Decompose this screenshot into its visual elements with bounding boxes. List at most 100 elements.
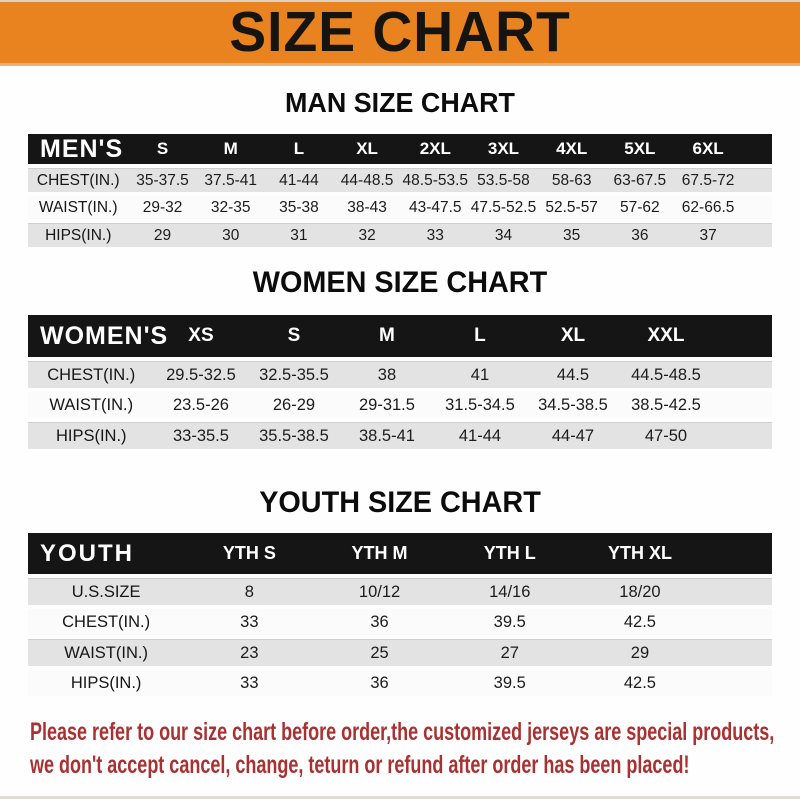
table-row: HIPS(IN.) 33-35.5 35.5-38.5 38.5-41 41-44 44-… (28, 422, 772, 449)
page-title: SIZE CHART (229, 0, 571, 64)
row-label: WAIST(IN.) (28, 196, 129, 219)
table-header-label: YOUTH (28, 533, 185, 574)
size-table: WOMEN'S XS S M L XL XXL CHEST(IN.) 29.5-32.5 32.5… (28, 311, 772, 453)
row-spacer-cell (705, 639, 772, 666)
size-value-cell: 35-38 (264, 196, 333, 219)
row-label: CHEST(IN.) (28, 361, 155, 388)
table-head: WOMEN'S XS S M L XL XXL (28, 315, 772, 357)
size-value-cell: 35-37.5 (128, 168, 197, 192)
table-header-row: YOUTH YTH S YTH M YTH L YTH XL (28, 533, 772, 574)
size-value-cell: 34 (469, 223, 538, 247)
table-row: WAIST(IN.) 29-32 32-35 35-38 38-43 43-47.5 47.… (28, 196, 772, 219)
header-spacer-cell (742, 134, 772, 164)
row-spacer-cell (742, 223, 772, 247)
disclaimer-line-2: we don't accept cancel, change, teturn o… (30, 751, 690, 779)
size-value-cell: 42.5 (574, 609, 706, 635)
table-row: U.S.SIZE 8 10/12 14/16 18/20 (28, 578, 772, 605)
size-value-cell: 37 (673, 223, 743, 247)
size-value-cell: 43-47.5 (401, 196, 470, 219)
size-column-header: 4XL (537, 134, 606, 164)
size-value-cell: 38.5-42.5 (619, 392, 713, 418)
size-value-cell: 33-35.5 (154, 422, 248, 449)
table-header-label: MEN'S (28, 134, 129, 164)
section-youth: YOUTH SIZE CHART YOUTH YTH S YTH M YTH L YTH … (0, 487, 800, 700)
size-column-header: L (433, 315, 527, 357)
row-spacer-cell (712, 392, 772, 418)
size-value-cell: 37.5-41 (196, 168, 265, 192)
row-label: WAIST(IN.) (28, 639, 185, 666)
row-spacer-cell (712, 361, 772, 388)
table-row: CHEST(IN.) 35-37.5 37.5-41 41-44 44-48.5 48.5… (28, 168, 772, 192)
size-value-cell: 36 (314, 609, 445, 635)
size-column-header: XS (154, 315, 248, 357)
row-spacer-cell (742, 168, 772, 192)
header-spacer-cell (712, 315, 772, 357)
size-value-cell: 47-50 (619, 422, 713, 449)
size-value-cell: 14/16 (444, 578, 575, 605)
size-value-cell: 10/12 (314, 578, 445, 605)
size-value-cell: 36 (605, 223, 674, 247)
table-header-row: MEN'S S M L XL 2XL 3XL 4XL 5XL 6XL (28, 134, 772, 164)
table-body: CHEST(IN.) 29.5-32.5 32.5-35.5 38 41 44.5 44.5… (28, 361, 772, 449)
size-value-cell: 29 (128, 223, 197, 247)
size-value-cell: 33 (184, 670, 315, 696)
row-label: U.S.SIZE (28, 578, 185, 605)
size-value-cell: 44.5 (526, 361, 620, 388)
size-value-cell: 23.5-26 (154, 392, 248, 418)
table-row: WAIST(IN.) 23 25 27 29 (28, 639, 772, 666)
size-value-cell: 35.5-38.5 (247, 422, 341, 449)
size-value-cell: 41 (433, 361, 527, 388)
size-value-cell: 38 (340, 361, 434, 388)
size-column-header: M (340, 315, 434, 357)
size-value-cell: 39.5 (444, 670, 575, 696)
table-row: WAIST(IN.) 23.5-26 26-29 29-31.5 31.5-34.5 34… (28, 392, 772, 418)
size-value-cell: 27 (444, 639, 575, 666)
size-column-header: YTH M (314, 533, 445, 574)
size-column-header: YTH L (444, 533, 575, 574)
size-value-cell: 35 (537, 223, 606, 247)
table-row: HIPS(IN.) 33 36 39.5 42.5 (28, 670, 772, 696)
row-label: HIPS(IN.) (28, 670, 185, 696)
disclaimer-line-1: Please refer to our size chart before or… (30, 718, 775, 746)
row-label: CHEST(IN.) (28, 609, 185, 635)
section-heading: WOMEN SIZE CHART (252, 266, 548, 299)
row-label: WAIST(IN.) (28, 392, 155, 418)
size-value-cell: 29.5-32.5 (154, 361, 248, 388)
size-column-header: XXL (619, 315, 713, 357)
size-value-cell: 39.5 (444, 609, 575, 635)
table-head: MEN'S S M L XL 2XL 3XL 4XL 5XL 6XL (28, 134, 772, 164)
row-spacer-cell (712, 422, 772, 449)
size-column-header: 3XL (469, 134, 538, 164)
size-value-cell: 26-29 (247, 392, 341, 418)
size-table: MEN'S S M L XL 2XL 3XL 4XL 5XL 6XL CHEST(IN.) 35-37… (28, 130, 772, 251)
size-value-cell: 8 (184, 578, 315, 605)
size-value-cell: 63-67.5 (605, 168, 674, 192)
size-column-header: M (196, 134, 265, 164)
size-value-cell: 29-31.5 (340, 392, 434, 418)
banner: SIZE CHART (0, 0, 800, 66)
size-value-cell: 18/20 (574, 578, 706, 605)
size-value-cell: 34.5-38.5 (526, 392, 620, 418)
section-womens: WOMEN SIZE CHART WOMEN'S XS S M L XL XXL CHEST(I… (0, 267, 800, 453)
size-value-cell: 44.5-48.5 (619, 361, 713, 388)
size-column-header: 2XL (401, 134, 470, 164)
size-value-cell: 41-44 (264, 168, 333, 192)
row-spacer-cell (705, 670, 772, 696)
table-header-row: WOMEN'S XS S M L XL XXL (28, 315, 772, 357)
size-value-cell: 47.5-52.5 (469, 196, 538, 219)
size-value-cell: 38-43 (333, 196, 402, 219)
size-value-cell: 23 (184, 639, 315, 666)
size-column-header: 5XL (605, 134, 674, 164)
table-head: YOUTH YTH S YTH M YTH L YTH XL (28, 533, 772, 574)
size-value-cell: 38.5-41 (340, 422, 434, 449)
section-heading: MAN SIZE CHART (285, 87, 515, 118)
size-value-cell: 44-47 (526, 422, 620, 449)
size-value-cell: 33 (184, 609, 315, 635)
row-label: HIPS(IN.) (28, 223, 129, 247)
size-value-cell: 31.5-34.5 (433, 392, 527, 418)
size-column-header: S (247, 315, 341, 357)
table-body: CHEST(IN.) 35-37.5 37.5-41 41-44 44-48.5 48.5… (28, 168, 772, 247)
size-column-header: L (264, 134, 333, 164)
row-spacer-cell (705, 609, 772, 635)
